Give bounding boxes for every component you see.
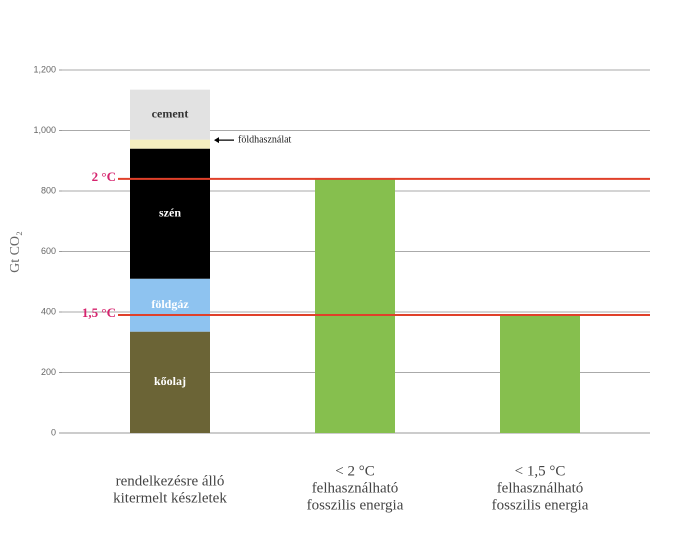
bar-segment	[130, 148, 210, 279]
reference-label: 2 °C	[92, 169, 116, 184]
y-axis-label: Gt CO₂	[8, 231, 23, 273]
y-tick-label: 600	[41, 246, 56, 256]
reference-label: 1,5 °C	[82, 305, 116, 320]
x-tick-label: fosszilis energia	[307, 497, 404, 513]
series-label: földhasználat	[238, 134, 292, 145]
bar-segment	[130, 139, 210, 149]
bar-segment	[500, 315, 580, 433]
x-tick-label: felhasználható	[497, 480, 584, 496]
x-tick-label: < 2 °C	[335, 463, 374, 479]
bar-segment	[130, 278, 210, 332]
series-label: szén	[159, 205, 181, 219]
y-tick-label: 0	[51, 427, 56, 437]
x-tick-label: felhasználható	[312, 480, 399, 496]
series-label: kőolaj	[154, 374, 186, 388]
series-label: cement	[152, 106, 189, 120]
y-tick-label: 800	[41, 185, 56, 195]
arrow-head	[214, 137, 219, 144]
x-tick-label: < 1,5 °C	[515, 463, 566, 479]
bar-segment	[315, 178, 395, 433]
y-tick-label: 1,000	[33, 125, 56, 135]
y-tick-label: 1,200	[33, 64, 56, 74]
series-label: földgáz	[151, 297, 189, 311]
y-tick-label: 200	[41, 367, 56, 377]
bar-segment	[130, 331, 210, 433]
y-tick-label: 400	[41, 306, 56, 316]
x-tick-label: fosszilis energia	[492, 497, 589, 513]
bar-segment	[130, 89, 210, 140]
x-tick-label: rendelkezésre álló	[116, 473, 225, 489]
x-tick-label: kitermelt készletek	[113, 490, 227, 506]
